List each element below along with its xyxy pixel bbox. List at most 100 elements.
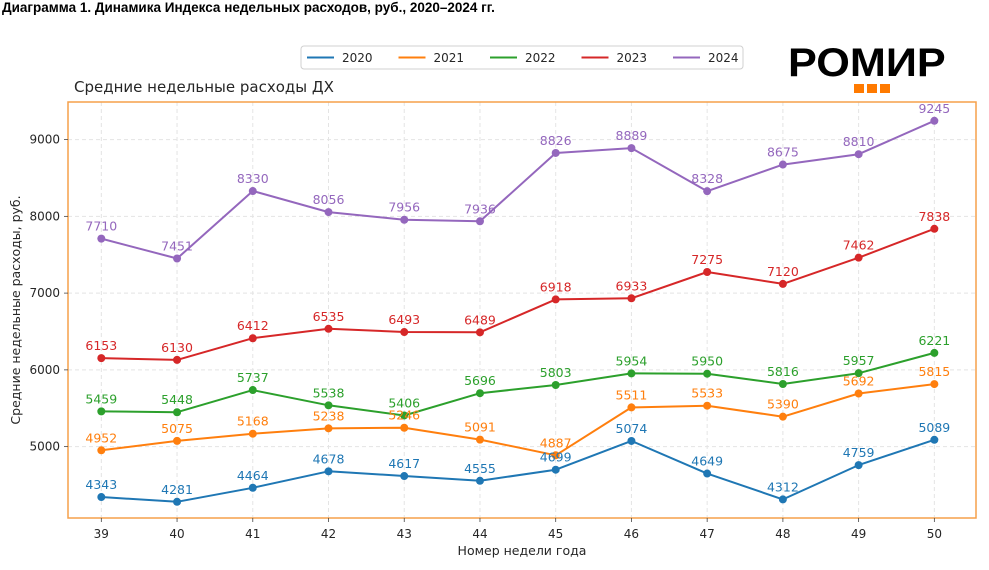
data-point	[551, 465, 560, 474]
data-label: 5692	[843, 374, 875, 389]
data-point	[627, 436, 636, 445]
x-tick-label: 42	[321, 527, 336, 541]
legend-label: 2023	[617, 51, 648, 65]
data-point	[854, 389, 863, 398]
legend-label: 2022	[525, 51, 556, 65]
data-label: 5168	[237, 414, 269, 429]
data-label: 6933	[616, 278, 648, 293]
data-label: 5459	[85, 391, 117, 406]
data-point	[778, 160, 787, 169]
data-label: 5448	[161, 392, 193, 407]
data-label: 6153	[85, 338, 117, 353]
legend-item-2024: 2024	[673, 51, 739, 65]
data-point	[173, 497, 182, 506]
data-point	[248, 483, 257, 492]
data-point	[854, 253, 863, 262]
data-label: 6918	[540, 279, 572, 294]
data-label: 4649	[691, 454, 723, 469]
data-point	[475, 389, 484, 398]
data-point	[324, 208, 333, 217]
data-label: 8056	[313, 192, 345, 207]
data-label: 5538	[313, 385, 345, 400]
figure-title: Диаграмма 1. Динамика Индекса недельных …	[2, 0, 495, 15]
data-point	[173, 254, 182, 263]
data-point	[703, 369, 712, 378]
series-2020	[97, 435, 939, 506]
x-tick-label: 40	[169, 527, 184, 541]
series-2024	[97, 116, 939, 263]
data-label: 4699	[540, 450, 572, 465]
data-point	[930, 435, 939, 444]
data-point	[627, 294, 636, 303]
data-label: 5511	[616, 387, 648, 402]
series-2021	[97, 380, 939, 460]
legend-item-2023: 2023	[581, 51, 648, 65]
data-point	[475, 476, 484, 485]
data-point	[475, 328, 484, 337]
data-label: 7451	[161, 238, 193, 253]
data-point	[854, 461, 863, 470]
data-label: 4952	[85, 430, 117, 445]
data-point	[627, 144, 636, 153]
data-label: 6535	[313, 309, 345, 324]
data-label: 6412	[237, 318, 269, 333]
legend-item-2020: 2020	[307, 51, 373, 65]
data-point	[930, 116, 939, 125]
data-label: 5246	[388, 408, 420, 423]
data-point	[173, 408, 182, 417]
data-point	[703, 268, 712, 277]
legend-label: 2021	[434, 51, 465, 65]
legend-label: 2024	[708, 51, 739, 65]
data-label: 5950	[691, 354, 723, 369]
data-label: 6493	[388, 312, 420, 327]
data-label: 5091	[464, 420, 496, 435]
data-label: 5074	[616, 421, 648, 436]
data-point	[400, 472, 409, 481]
data-label: 6221	[918, 333, 950, 348]
data-label: 8826	[540, 133, 572, 148]
data-label: 8810	[843, 134, 875, 149]
y-tick-label: 5000	[29, 440, 60, 454]
data-point	[551, 295, 560, 304]
data-label: 5957	[843, 353, 875, 368]
y-tick-label: 8000	[29, 209, 60, 223]
legend-label: 2020	[342, 51, 373, 65]
data-label: 7838	[918, 209, 950, 224]
data-point	[627, 369, 636, 378]
series-line-2021	[101, 383, 935, 457]
series-2023	[97, 224, 939, 364]
data-label: 4678	[313, 451, 345, 466]
data-point	[778, 379, 787, 388]
data-label: 4464	[237, 468, 269, 483]
data-label: 6130	[161, 340, 193, 355]
data-point	[400, 411, 409, 420]
y-tick-label: 7000	[29, 286, 60, 300]
data-label: 8330	[237, 171, 269, 186]
data-label: 6489	[464, 312, 496, 327]
chart-title: Средние недельные расходы ДХ	[74, 78, 334, 96]
data-label: 7120	[767, 264, 799, 279]
data-point	[324, 324, 333, 333]
data-point	[324, 401, 333, 410]
data-point	[475, 217, 484, 226]
x-axis-label: Номер недели года	[458, 543, 587, 558]
data-point	[778, 412, 787, 421]
y-axis-label: Средние недельные расходы, руб.	[8, 195, 23, 424]
data-label: 4281	[161, 482, 193, 497]
data-label: 7275	[691, 252, 723, 267]
data-label: 7710	[85, 219, 117, 234]
data-point	[551, 380, 560, 389]
data-point	[703, 187, 712, 196]
data-label: 4343	[85, 477, 117, 492]
data-label: 4759	[843, 445, 875, 460]
data-point	[930, 348, 939, 357]
data-label: 5815	[918, 364, 950, 379]
logo-text: РОМИР	[788, 41, 946, 85]
data-point	[97, 407, 106, 416]
x-tick-label: 43	[397, 527, 412, 541]
series-line-2024	[101, 119, 935, 260]
data-label: 9245	[918, 101, 950, 116]
data-labels-layer: 4343 4281 4464 4678 4617 4555 4699 5074 4649 4312…	[85, 101, 950, 497]
data-point	[248, 334, 257, 343]
